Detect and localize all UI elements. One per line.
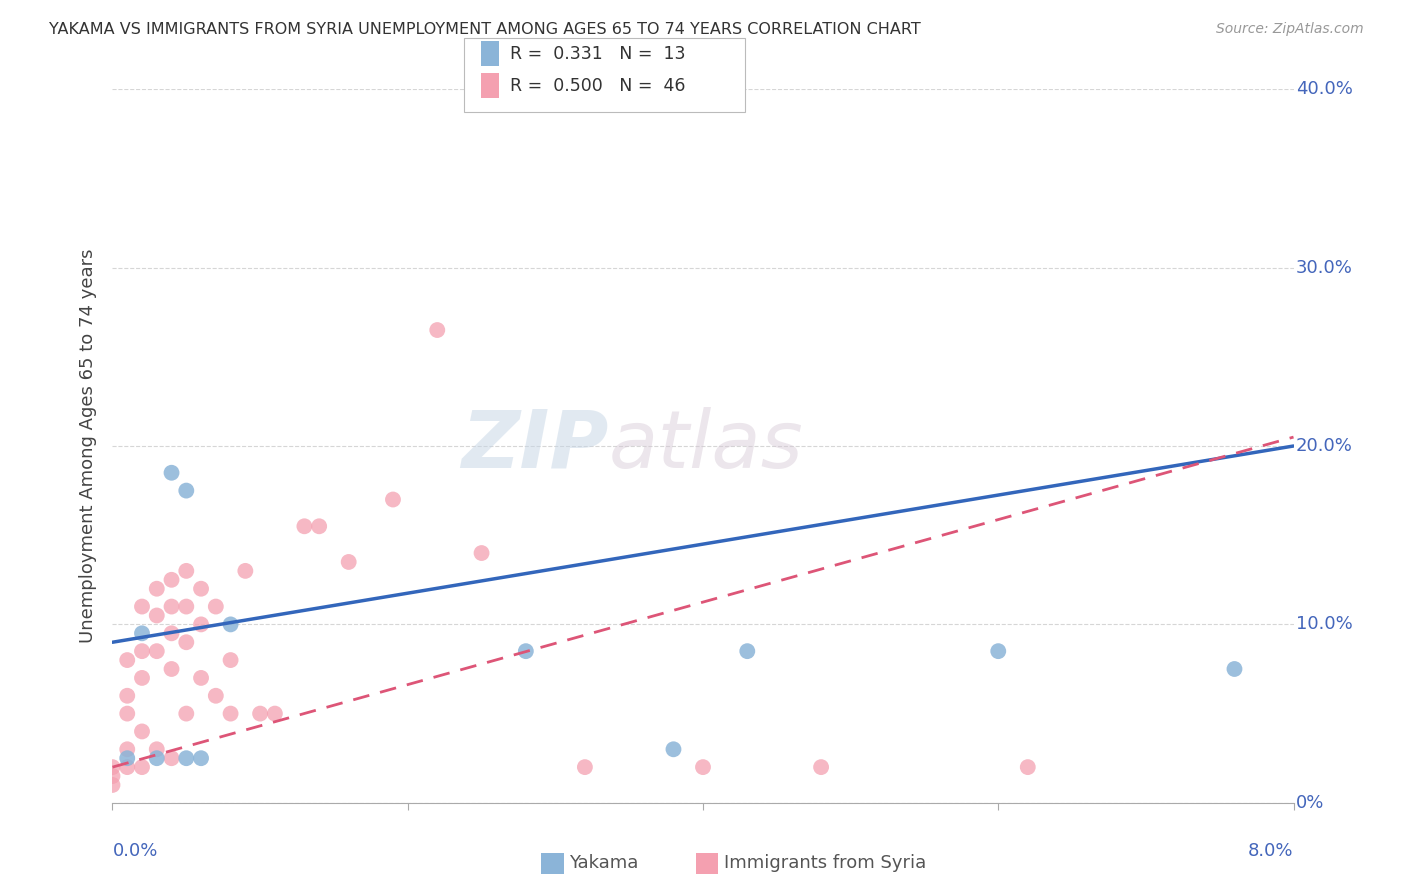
Text: R =  0.500   N =  46: R = 0.500 N = 46 [510, 77, 686, 95]
Point [249, 706, 271, 721]
Point [160, 662, 183, 676]
Point [146, 742, 169, 756]
Point [337, 555, 360, 569]
Point [174, 564, 197, 578]
Point [160, 599, 183, 614]
Point [574, 760, 596, 774]
Point [146, 751, 169, 765]
Point [471, 546, 494, 560]
Point [1223, 662, 1246, 676]
Point [146, 608, 169, 623]
Text: atlas: atlas [609, 407, 803, 485]
Point [264, 706, 287, 721]
Point [117, 706, 138, 721]
Text: 40.0%: 40.0% [1296, 80, 1353, 98]
Point [174, 483, 197, 498]
Point [101, 769, 124, 783]
Point [1017, 760, 1039, 774]
Text: 10.0%: 10.0% [1296, 615, 1353, 633]
Point [219, 653, 242, 667]
Text: ZIP: ZIP [461, 407, 609, 485]
Text: Yakama: Yakama [569, 855, 638, 872]
Point [292, 519, 315, 533]
Point [205, 599, 228, 614]
Point [190, 617, 212, 632]
Point [190, 671, 212, 685]
Text: 0%: 0% [1296, 794, 1324, 812]
Point [131, 671, 153, 685]
Point [219, 617, 242, 632]
Point [426, 323, 449, 337]
Point [131, 599, 153, 614]
Text: YAKAMA VS IMMIGRANTS FROM SYRIA UNEMPLOYMENT AMONG AGES 65 TO 74 YEARS CORRELATI: YAKAMA VS IMMIGRANTS FROM SYRIA UNEMPLOY… [49, 22, 921, 37]
Point [117, 689, 138, 703]
Point [190, 751, 212, 765]
Point [117, 760, 138, 774]
Point [146, 644, 169, 658]
Point [160, 626, 183, 640]
Point [987, 644, 1010, 658]
Point [117, 742, 138, 756]
Point [160, 573, 183, 587]
Text: 30.0%: 30.0% [1296, 259, 1353, 277]
Point [146, 582, 169, 596]
Point [131, 626, 153, 640]
Point [131, 724, 153, 739]
Point [382, 492, 405, 507]
Point [308, 519, 330, 533]
Point [117, 751, 138, 765]
Point [174, 635, 197, 649]
Point [160, 466, 183, 480]
Point [737, 644, 759, 658]
Point [131, 644, 153, 658]
Text: R =  0.331   N =  13: R = 0.331 N = 13 [510, 45, 686, 62]
Point [160, 751, 183, 765]
Point [174, 599, 197, 614]
Point [174, 751, 197, 765]
Point [190, 582, 212, 596]
Text: 8.0%: 8.0% [1249, 842, 1294, 860]
Text: Source: ZipAtlas.com: Source: ZipAtlas.com [1216, 22, 1364, 37]
Point [131, 760, 153, 774]
Point [205, 689, 228, 703]
Point [662, 742, 685, 756]
Text: Immigrants from Syria: Immigrants from Syria [724, 855, 927, 872]
Text: 20.0%: 20.0% [1296, 437, 1353, 455]
Point [810, 760, 832, 774]
Point [117, 653, 138, 667]
Point [692, 760, 714, 774]
Y-axis label: Unemployment Among Ages 65 to 74 years: Unemployment Among Ages 65 to 74 years [79, 249, 97, 643]
Point [101, 760, 124, 774]
Point [101, 778, 124, 792]
Point [174, 706, 197, 721]
Text: 0.0%: 0.0% [112, 842, 157, 860]
Point [233, 564, 256, 578]
Point [515, 644, 537, 658]
Point [219, 706, 242, 721]
